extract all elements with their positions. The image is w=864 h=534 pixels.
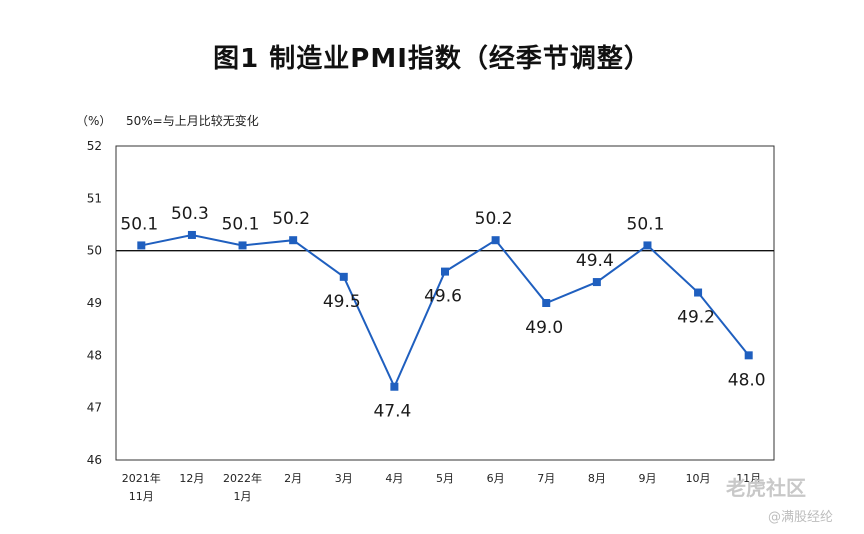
- x-tick-label: 2021年 11月: [122, 471, 161, 503]
- data-points: [137, 230, 753, 391]
- data-point: [744, 351, 753, 360]
- y-unit-label: （%）: [76, 114, 112, 128]
- watermark-brand: 老虎社区: [726, 476, 806, 500]
- x-tick-label: 3月: [335, 472, 353, 485]
- reference-note: 50%=与上月比较无变化: [126, 114, 259, 128]
- x-tick-label: 9月: [638, 472, 656, 485]
- data-point: [238, 241, 247, 250]
- y-tick-label: 47: [87, 401, 102, 415]
- data-point: [542, 299, 551, 307]
- data-point: [491, 236, 500, 245]
- data-label: 50.1: [627, 214, 665, 234]
- data-label: 49.2: [677, 308, 715, 328]
- y-tick-label: 48: [87, 348, 102, 362]
- data-label: 48.0: [728, 370, 766, 390]
- data-point: [694, 288, 703, 297]
- data-labels: 50.1 50.3 50.1 50.2 49.5 47.4 49.6 50.2 49.0 49.4…: [120, 204, 765, 422]
- data-label: 50.2: [272, 209, 310, 229]
- data-point: [137, 241, 146, 250]
- y-tick-label: 50: [87, 244, 102, 258]
- data-point: [187, 230, 196, 239]
- data-label: 50.2: [475, 209, 513, 229]
- data-label: 47.4: [373, 402, 411, 422]
- x-tick-label: 12月: [179, 472, 204, 485]
- y-tick-label: 49: [87, 296, 102, 310]
- x-tick-label: 2022年 1月: [223, 471, 262, 503]
- data-label: 49.6: [424, 287, 462, 307]
- x-tick-label: 4月: [385, 472, 403, 485]
- data-label: 49.5: [323, 292, 361, 312]
- data-point: [339, 272, 348, 281]
- x-tick-label: 2月: [284, 472, 302, 485]
- x-tick-label: 7月: [537, 472, 555, 485]
- y-axis-ticks: 46 47 48 49 50 51 52: [87, 139, 102, 467]
- x-tick-label: 8月: [588, 472, 606, 485]
- watermark-author: @满股经纶: [768, 510, 834, 525]
- chart-title: 图1 制造业PMI指数（经季节调整）: [213, 44, 651, 74]
- data-point: [390, 382, 399, 391]
- series-line: [141, 233, 750, 390]
- x-tick-label: 5月: [436, 472, 454, 485]
- data-point: [289, 236, 298, 245]
- data-point: [643, 241, 652, 250]
- y-tick-label: 52: [87, 139, 102, 153]
- y-tick-label: 46: [87, 453, 102, 467]
- x-axis-ticks: 2021年 11月 12月 2022年 1月 2月 3月 4月 5月 6月 7月 8月 9月 10月 11月: [122, 471, 761, 503]
- x-tick-label: 11月: [736, 472, 761, 485]
- data-label: 49.4: [576, 251, 614, 271]
- data-point: [441, 267, 449, 276]
- data-label: 50.1: [222, 214, 260, 234]
- data-label: 50.3: [171, 204, 209, 224]
- plot-area-frame: [115, 145, 775, 461]
- data-point: [592, 278, 601, 287]
- y-tick-label: 51: [87, 191, 102, 205]
- data-label: 50.1: [120, 214, 158, 234]
- data-label: 49.0: [525, 318, 563, 338]
- x-tick-label: 6月: [487, 472, 505, 485]
- x-tick-label: 10月: [686, 472, 711, 485]
